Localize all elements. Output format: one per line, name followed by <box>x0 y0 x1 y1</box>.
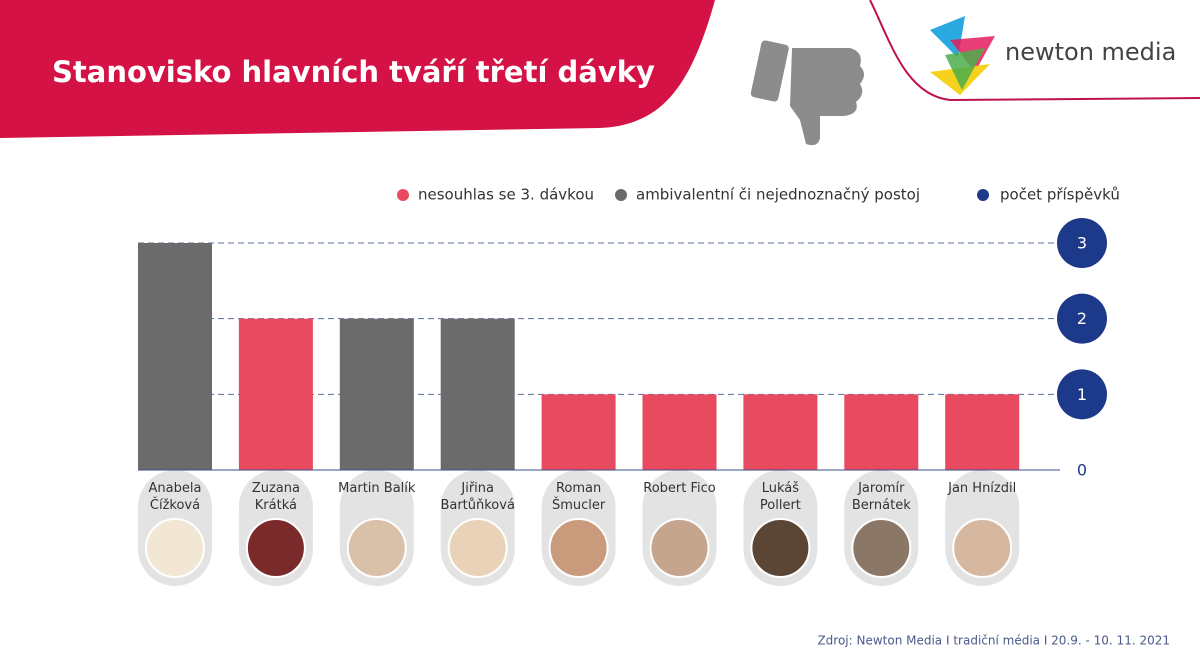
photo <box>346 518 407 578</box>
y-tick-label: 3 <box>1077 234 1087 253</box>
bar <box>642 394 717 470</box>
bar <box>138 243 212 470</box>
photo <box>145 518 205 578</box>
thumbs-down-icon <box>750 40 864 146</box>
legend-swatch <box>615 189 627 201</box>
logo-mark <box>930 16 995 95</box>
bar <box>945 394 1020 470</box>
category-label: Martin Balík <box>338 481 416 496</box>
source: Zdroj: Newton Media I tradiční média I 2… <box>817 634 1170 648</box>
category-label: Robert Fico <box>643 481 716 496</box>
category-label: Roman Šmucler <box>551 481 606 513</box>
photo <box>245 518 306 578</box>
photo <box>548 518 609 578</box>
bar <box>440 318 515 470</box>
legend-label: nesouhlas se 3. dávkou <box>418 186 594 204</box>
bar <box>541 394 616 470</box>
legend-label: ambivalentní či nejednoznačný postoj <box>636 186 920 204</box>
legend-swatch <box>977 189 989 201</box>
tick-badge <box>1057 218 1107 268</box>
category-label: Jan Hnízdil <box>948 481 1017 496</box>
category-label: Zuzana Krátká <box>251 481 300 513</box>
photo <box>750 518 811 578</box>
bar <box>339 318 414 470</box>
bar <box>238 318 313 470</box>
photo <box>447 518 508 578</box>
category-label: Jaromír Bernátek <box>851 481 911 513</box>
bar <box>743 394 818 470</box>
legend-label: počet příspěvků <box>1000 186 1120 204</box>
y-tick-label: 0 <box>1077 461 1087 480</box>
photo <box>649 518 710 578</box>
decor-curve <box>869 0 1200 102</box>
photo <box>851 518 912 578</box>
tick-badge <box>1057 369 1107 420</box>
y-tick-label: 1 <box>1077 385 1087 404</box>
y-tick-label: 2 <box>1077 309 1087 328</box>
category-label: Lukáš Pollert <box>759 481 801 513</box>
logo-text: newton media <box>1005 38 1176 66</box>
photo <box>952 518 1013 578</box>
legend-swatch <box>397 189 409 201</box>
header-band <box>0 0 715 138</box>
title: Stanovisko hlavních tváří třetí dávky <box>52 55 655 89</box>
category-label: Jiřina Bartůňková <box>440 481 515 513</box>
category-label: Anabela Čížková <box>148 481 202 513</box>
tick-badge <box>1057 293 1107 344</box>
bar <box>844 394 919 470</box>
